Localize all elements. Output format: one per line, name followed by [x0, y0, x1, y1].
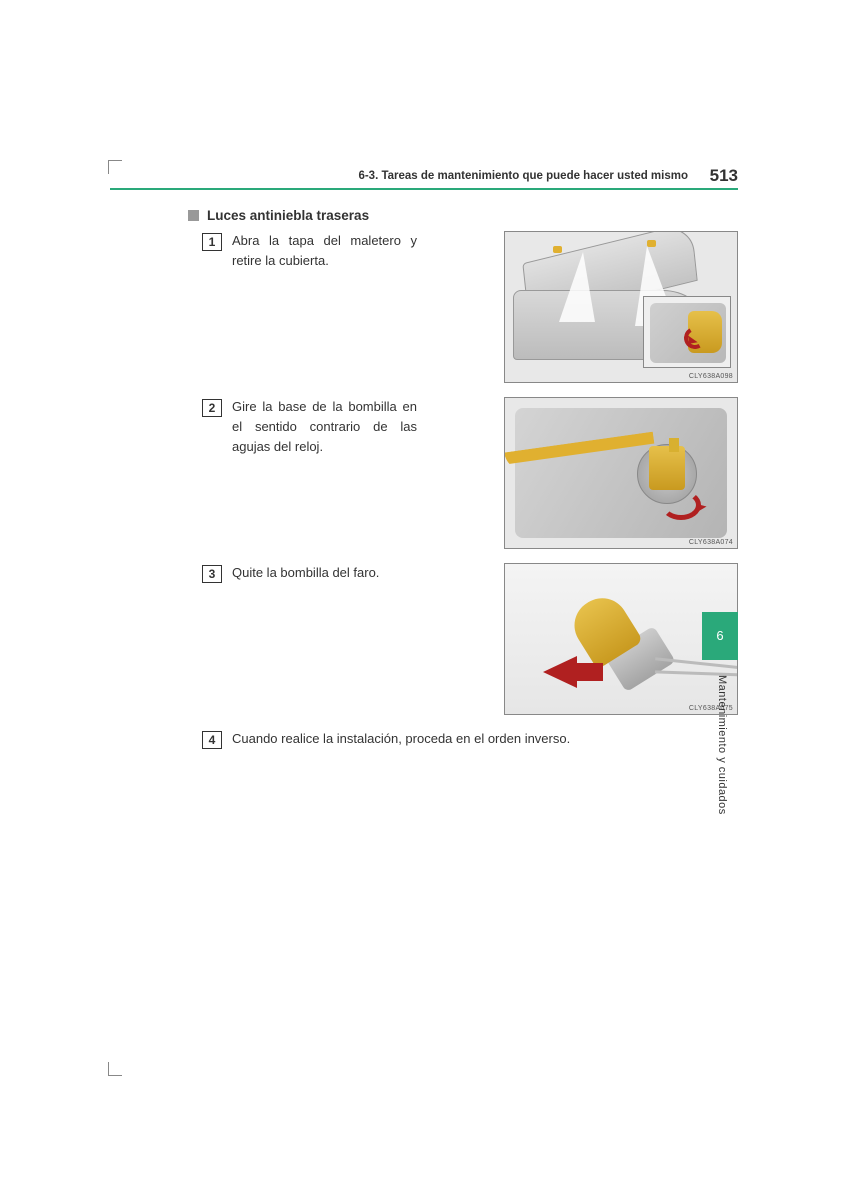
- step-text: Cuando realice la instalación, proceda e…: [232, 729, 738, 749]
- subsection-title: Luces antiniebla traseras: [207, 208, 369, 223]
- image-code: CLY638A074: [689, 539, 733, 546]
- step-number-box: 1: [202, 233, 222, 251]
- step-number-box: 3: [202, 565, 222, 583]
- page-number: 513: [710, 166, 738, 186]
- subsection: Luces antiniebla traseras 1 Abra la tapa…: [188, 208, 738, 749]
- rotate-arrow-icon: [661, 490, 701, 520]
- crop-mark: [108, 1062, 122, 1076]
- step-row: 4 Cuando realice la instalación, proceda…: [188, 729, 738, 749]
- page-content: 6-3. Tareas de mantenimiento que puede h…: [110, 170, 738, 763]
- step-number-box: 2: [202, 399, 222, 417]
- step-row: 3 Quite la bombilla del faro. CLY638A075: [188, 563, 738, 715]
- chapter-label: Mantenimiento y cuidados: [716, 675, 728, 815]
- page-header: 6-3. Tareas de mantenimiento que puede h…: [110, 170, 738, 190]
- section-path: 6-3. Tareas de mantenimiento que puede h…: [110, 170, 738, 182]
- remove-arrow-icon: [543, 656, 577, 688]
- step-row: 2 Gire la base de la bombilla en el sent…: [188, 397, 738, 549]
- image-code: CLY638A098: [689, 373, 733, 380]
- step-number-box: 4: [202, 731, 222, 749]
- square-bullet-icon: [188, 210, 199, 221]
- step-row: 1 Abra la tapa del maletero y retire la …: [188, 231, 738, 383]
- step-illustration: CLY638A098: [504, 231, 738, 383]
- subsection-heading: Luces antiniebla traseras: [188, 208, 738, 223]
- step-illustration: CLY638A074: [504, 397, 738, 549]
- step-text: Gire la base de la bombilla en el sentid…: [232, 397, 417, 457]
- step-text: Quite la bombilla del faro.: [232, 563, 417, 583]
- step-text: Abra la tapa del maletero y retire la cu…: [232, 231, 417, 271]
- chapter-tab: 6: [702, 612, 738, 660]
